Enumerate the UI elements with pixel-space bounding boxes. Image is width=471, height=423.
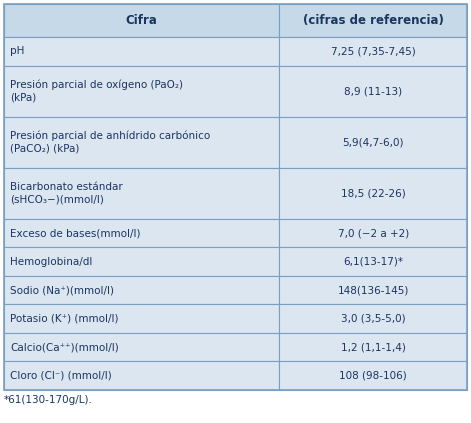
Bar [4, 117, 279, 168]
Bar [279, 4, 467, 37]
Bar [279, 37, 467, 66]
Bar [4, 305, 279, 333]
Text: 7,25 (7,35-7,45): 7,25 (7,35-7,45) [331, 46, 415, 56]
Bar [4, 333, 279, 362]
Bar [279, 219, 467, 247]
Bar [279, 333, 467, 362]
Bar [4, 37, 279, 66]
Bar [279, 117, 467, 168]
Text: 8,9 (11-13): 8,9 (11-13) [344, 86, 402, 96]
Text: 148(136-145): 148(136-145) [338, 285, 409, 295]
Text: Cifra: Cifra [126, 14, 158, 27]
Text: Calcio(Ca⁺⁺)(mmol/l): Calcio(Ca⁺⁺)(mmol/l) [10, 342, 119, 352]
Text: (cifras de referencia): (cifras de referencia) [303, 14, 444, 27]
Bar [4, 219, 279, 247]
Text: 6,1(13-17)*: 6,1(13-17)* [343, 257, 403, 266]
Bar [279, 247, 467, 276]
Bar [4, 362, 279, 390]
Text: 5,9(4,7-6,0): 5,9(4,7-6,0) [342, 137, 404, 147]
Text: Hemoglobina/dl: Hemoglobina/dl [10, 257, 92, 266]
Text: 18,5 (22-26): 18,5 (22-26) [341, 188, 406, 198]
Bar [4, 66, 279, 117]
Text: Sodio (Na⁺)(mmol/l): Sodio (Na⁺)(mmol/l) [10, 285, 114, 295]
Text: 7,0 (−2 a +2): 7,0 (−2 a +2) [338, 228, 409, 238]
Text: pH: pH [10, 46, 24, 56]
Text: Presión parcial de anhídrido carbónico
(PaCO₂) (kPa): Presión parcial de anhídrido carbónico (… [10, 131, 210, 154]
Text: Exceso de bases(mmol/l): Exceso de bases(mmol/l) [10, 228, 140, 238]
Bar [279, 305, 467, 333]
Bar [279, 362, 467, 390]
Text: 108 (98-106): 108 (98-106) [340, 371, 407, 381]
Text: 1,2 (1,1-1,4): 1,2 (1,1-1,4) [341, 342, 406, 352]
Bar [4, 276, 279, 305]
Text: Cloro (Cl⁻) (mmol/l): Cloro (Cl⁻) (mmol/l) [10, 371, 112, 381]
Bar [4, 4, 279, 37]
Text: 3,0 (3,5-5,0): 3,0 (3,5-5,0) [341, 314, 406, 324]
Bar [4, 168, 279, 219]
Text: Presión parcial de oxígeno (PaO₂)
(kPa): Presión parcial de oxígeno (PaO₂) (kPa) [10, 80, 183, 102]
Text: Bicarbonato estándar
(sHCO₃−)(mmol/l): Bicarbonato estándar (sHCO₃−)(mmol/l) [10, 182, 123, 204]
Bar [279, 276, 467, 305]
Bar [279, 168, 467, 219]
Bar [4, 247, 279, 276]
Text: Potasio (K⁺) (mmol/l): Potasio (K⁺) (mmol/l) [10, 314, 119, 324]
Bar [279, 66, 467, 117]
Text: *61(130-170g/L).: *61(130-170g/L). [4, 395, 93, 405]
